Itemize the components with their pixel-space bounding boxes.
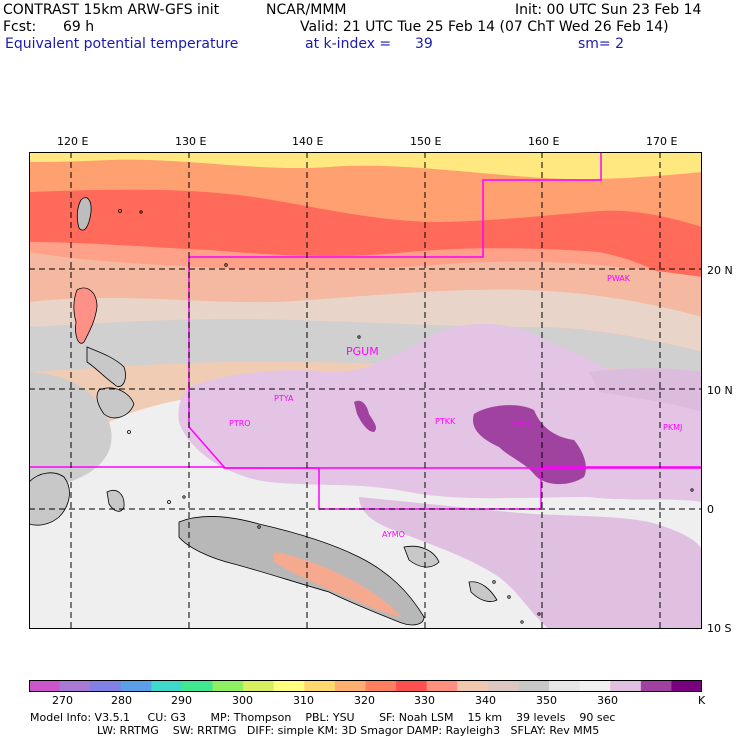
- theta-e-map: PWAK PGUM PTYA PTRO PTKK PTPN PKMJ AYMO: [29, 152, 702, 629]
- colorbar-swatch: [518, 680, 550, 692]
- landmass-bismarck: [403, 545, 440, 568]
- field-name: Equivalent potential temperature: [5, 36, 239, 52]
- colorbar-frame: [29, 680, 702, 692]
- level-value: 39: [415, 36, 433, 52]
- colorbar-swatch: [181, 680, 214, 692]
- inner-domain-boundary-north: [189, 152, 602, 258]
- colorbar-swatch: [120, 680, 152, 692]
- landmass-solomons: [468, 581, 498, 602]
- theta-e-tan-strip: [29, 289, 702, 352]
- colorbar-label: 320: [354, 694, 375, 707]
- landmass-halmahera: [106, 490, 125, 512]
- theta-e-yellow-band: [29, 152, 702, 180]
- colorbar-swatch: [212, 680, 244, 692]
- init-time: Init: 00 UTC Sun 23 Feb 14: [515, 2, 702, 18]
- nested-domain-boundary: [29, 466, 702, 469]
- landmass-taiwan: [76, 197, 92, 231]
- colorbar-swatch: [59, 680, 91, 692]
- landmass-mindanao: [96, 387, 135, 419]
- lon-tick: 150 E: [410, 135, 442, 148]
- theta-e-lilac-east: [589, 368, 702, 412]
- theta-e-purple-core: [473, 405, 586, 485]
- colorbar-label: 280: [111, 694, 132, 707]
- lon-tick: 160 E: [528, 135, 560, 148]
- inner-domain-boundary: [188, 257, 702, 510]
- lon-tick: 170 E: [646, 135, 678, 148]
- colorbar-swatch: [487, 680, 519, 692]
- colorbar-swatch: [365, 680, 397, 692]
- model-info-line1: Model Info: V3.5.1 CU: G3 MP: Thompson P…: [30, 711, 616, 724]
- colorbar-swatch: [334, 680, 366, 692]
- colorbar-swatch: [304, 680, 336, 692]
- model-info-line2: LW: RRTMG SW: RRTMG DIFF: simple KM: 3D …: [97, 724, 600, 737]
- map-frame: [29, 152, 702, 629]
- station-label: PTPN: [512, 421, 533, 430]
- colorbar-swatch: [549, 680, 581, 692]
- lon-tick: 130 E: [175, 135, 207, 148]
- station-label: PKMJ: [663, 423, 682, 432]
- theta-e-grey-west: [29, 372, 112, 492]
- lat-tick: 0: [707, 503, 714, 516]
- colorbar-label: 290: [171, 694, 192, 707]
- station-label: AYMO: [382, 530, 405, 539]
- lat-tick: 20 N: [707, 264, 733, 277]
- theta-e-salmon-strip: [29, 252, 702, 317]
- landmass-new-guinea-highland: [274, 552, 401, 617]
- colorbar-label: 300: [232, 694, 253, 707]
- colorbar-swatch: [610, 680, 642, 692]
- colorbar-swatch: [243, 680, 275, 692]
- colorbar-swatch: [671, 680, 702, 692]
- model-title: CONTRAST 15km ARW-GFS init: [3, 2, 220, 18]
- lat-tick: 10 S: [707, 622, 732, 635]
- theta-e-purple-small: [354, 400, 377, 432]
- colorbar-swatch: [396, 680, 428, 692]
- colorbar-swatch: [90, 680, 122, 692]
- station-label: PGUM: [346, 345, 379, 358]
- station-label: PTRO: [229, 419, 251, 428]
- colorbar-label: 340: [475, 694, 496, 707]
- level-label: at k-index =: [305, 36, 392, 52]
- station-label: PTYA: [274, 394, 294, 403]
- station-label: PTKK: [435, 417, 456, 426]
- colorbar-swatch: [273, 680, 305, 692]
- color-bar: [29, 680, 702, 692]
- theta-e-lilac-south: [359, 497, 702, 629]
- graticule: [29, 152, 702, 629]
- lon-tick: 140 E: [292, 135, 324, 148]
- colorbar-swatch: [579, 680, 611, 692]
- landmass-luzon: [73, 287, 98, 344]
- colorbar-swatch: [29, 680, 61, 692]
- colorbar-label: 270: [52, 694, 73, 707]
- colorbar-swatch: [640, 680, 672, 692]
- lat-tick: 10 N: [707, 384, 733, 397]
- colorbar-swatch: [457, 680, 489, 692]
- landmass-philippines-central: [86, 346, 126, 387]
- colorbar-swatch: [151, 680, 183, 692]
- lon-tick: 120 E: [57, 135, 89, 148]
- organization-label: NCAR/MMM: [266, 2, 347, 18]
- colorbar-label: 330: [414, 694, 435, 707]
- small-islands: [118, 209, 694, 624]
- forecast-hour-label: Fcst:: [3, 19, 37, 35]
- landmass-sulawesi: [29, 472, 70, 526]
- colorbar-label: 360: [597, 694, 618, 707]
- colorbar-label: 350: [536, 694, 557, 707]
- smoothing-label: sm= 2: [578, 36, 625, 52]
- valid-time: Valid: 21 UTC Tue 25 Feb 14 (07 ChT Wed …: [300, 19, 669, 35]
- colorbar-unit: K: [698, 694, 706, 707]
- station-label: PWAK: [607, 274, 631, 283]
- colorbar-label: 310: [293, 694, 314, 707]
- colorbar-swatch: [426, 680, 458, 692]
- forecast-hour-value: 69 h: [63, 19, 95, 35]
